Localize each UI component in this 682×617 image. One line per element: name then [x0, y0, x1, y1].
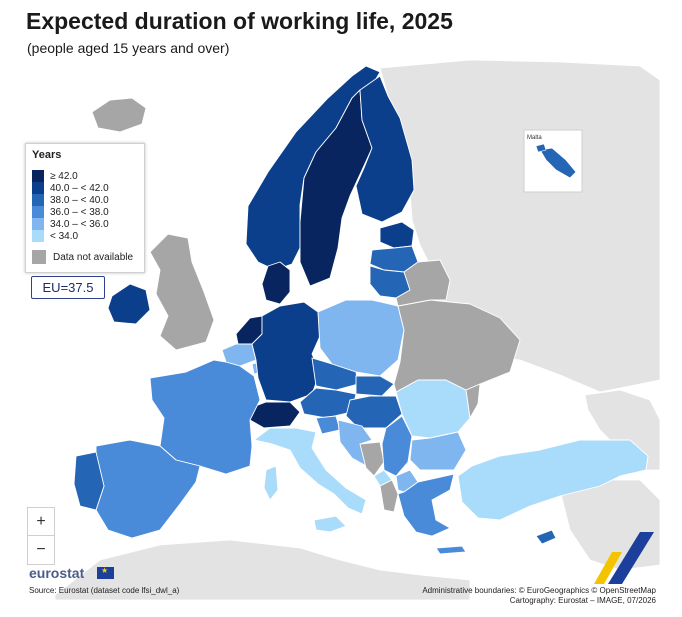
legend-title: Years	[32, 149, 62, 161]
country-turkey[interactable]	[457, 439, 649, 521]
country-slovakia[interactable]	[355, 375, 395, 397]
source-note: Source: Eurostat (dataset code lfsi_dwl_…	[29, 586, 180, 595]
legend-swatch	[32, 170, 44, 182]
country-italy[interactable]	[253, 427, 367, 515]
zoom-in-button[interactable]: +	[36, 512, 46, 530]
country-iceland[interactable]	[91, 97, 147, 133]
legend-label: 36.0 – < 38.0	[50, 206, 109, 218]
country-belarus[interactable]	[395, 259, 451, 307]
credits-boundaries: Administrative boundaries: © EuroGeograp…	[422, 586, 656, 595]
legend-label: 34.0 – < 36.0	[50, 218, 109, 230]
country-hungary[interactable]	[345, 395, 403, 429]
country-portugal[interactable]	[73, 451, 105, 511]
country-malta[interactable]	[539, 147, 577, 179]
malta-inset: Malta	[523, 129, 583, 193]
country-estonia[interactable]	[379, 221, 415, 249]
countries	[73, 65, 649, 555]
country-slovenia[interactable]	[315, 415, 341, 435]
country-greece[interactable]	[397, 473, 455, 537]
page-subtitle: (people aged 15 years and over)	[27, 40, 230, 56]
zoom-out-button[interactable]: −	[28, 535, 54, 563]
country-germany[interactable]	[251, 301, 321, 403]
legend-swatch	[32, 230, 44, 242]
legend-swatch	[32, 206, 44, 218]
legend-swatch-na	[32, 250, 46, 264]
legend-label: 40.0 – < 42.0	[50, 182, 109, 194]
legend-item: 34.0 – < 36.0	[32, 218, 109, 230]
eurostat-logo: eurostat	[29, 565, 85, 581]
island-sicily[interactable]	[313, 515, 347, 533]
malta-inset-label: Malta	[527, 135, 542, 141]
country-ireland[interactable]	[107, 283, 151, 325]
legend-label-na: Data not available	[53, 251, 134, 263]
country-france[interactable]	[149, 359, 261, 475]
country-moldova[interactable]	[465, 383, 481, 419]
legend-swatch	[32, 194, 44, 206]
country-switzerland[interactable]	[249, 401, 301, 429]
eu-flag-icon: ★	[97, 566, 114, 579]
legend-swatch	[32, 218, 44, 230]
zoom-control: + −	[27, 507, 55, 565]
country-bosnia[interactable]	[359, 441, 385, 477]
country-denmark[interactable]	[261, 261, 291, 305]
eu-average-badge: EU=37.5	[31, 276, 105, 299]
credits-cartography: Cartography: Eurostat – IMAGE, 07/2026	[509, 596, 656, 605]
island-crete[interactable]	[435, 545, 467, 555]
country-cyprus[interactable]	[535, 529, 557, 545]
legend-swatch	[32, 182, 44, 194]
legend-item-na: Data not available	[32, 250, 134, 264]
legend-item: 36.0 – < 38.0	[32, 206, 109, 218]
country-poland[interactable]	[317, 299, 405, 377]
page-title: Expected duration of working life, 2025	[26, 8, 453, 34]
island-sardinia[interactable]	[263, 465, 279, 501]
credits: Administrative boundaries: © EuroGeograp…	[422, 586, 656, 606]
country-serbia[interactable]	[381, 415, 413, 477]
legend: Years ≥ 42.0 40.0 – < 42.0 38.0 – < 40.0…	[25, 143, 145, 273]
corner-stripes	[594, 532, 654, 584]
country-finland[interactable]	[355, 75, 415, 223]
north-africa-region	[54, 539, 471, 601]
legend-label: < 34.0	[50, 230, 79, 242]
country-bulgaria[interactable]	[409, 431, 467, 471]
legend-item: 40.0 – < 42.0	[32, 182, 109, 194]
legend-item: < 34.0	[32, 230, 78, 242]
legend-label: ≥ 42.0	[50, 170, 78, 182]
country-sweden[interactable]	[299, 89, 373, 287]
legend-label: 38.0 – < 40.0	[50, 194, 109, 206]
legend-item: 38.0 – < 40.0	[32, 194, 109, 206]
island-gozo[interactable]	[535, 143, 547, 153]
legend-item: ≥ 42.0	[32, 170, 78, 182]
country-united-kingdom[interactable]	[149, 233, 215, 351]
country-albania[interactable]	[379, 479, 399, 513]
